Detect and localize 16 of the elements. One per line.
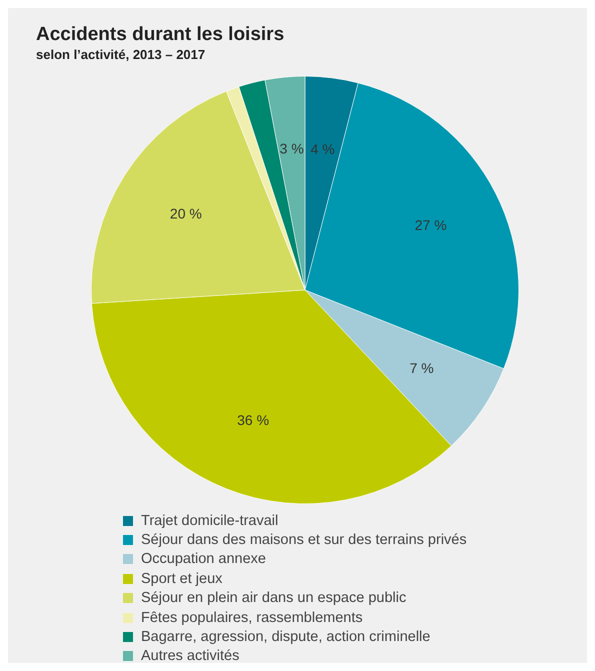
chart-subtitle: selon l’activité, 2013 – 2017 <box>36 47 206 62</box>
data-label: 20 % <box>170 205 202 222</box>
legend-label: Séjour en plein air dans un espace public <box>141 590 406 606</box>
data-label: 7 % <box>410 360 434 376</box>
legend-label: Occupation annexe <box>141 551 266 568</box>
data-label: 27 % <box>414 216 447 233</box>
legend-label: Sport et jeux <box>141 570 222 587</box>
legend-label: Trajet domicile-travail <box>141 512 278 529</box>
data-label: 4 % <box>310 140 335 157</box>
legend-label: Bagarre, agression, dispute, action criminelle <box>141 629 430 646</box>
legend-label: Fêtes populaires, rassemblements <box>141 610 363 626</box>
data-label: 3 % <box>280 140 304 156</box>
data-label: 36 % <box>237 412 270 428</box>
legend-label: Séjour dans des maisons et sur des terrains privés <box>141 532 467 548</box>
chart-title: Accidents durant les loisirs <box>36 24 284 46</box>
legend-label: Autres activités <box>141 648 240 664</box>
